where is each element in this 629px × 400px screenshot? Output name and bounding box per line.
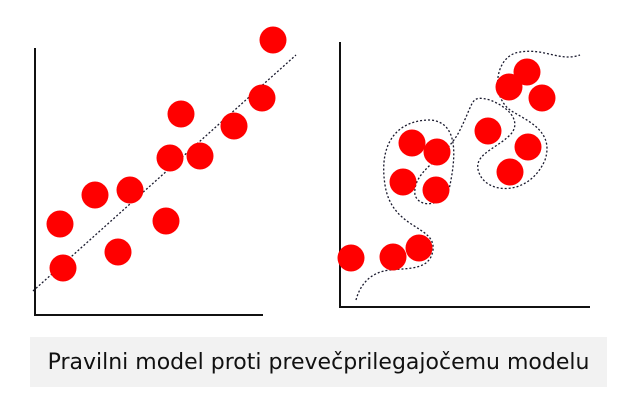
data-point: [398, 129, 426, 157]
data-point: [514, 133, 542, 161]
data-point: [220, 112, 248, 140]
data-point: [422, 176, 450, 204]
data-point: [167, 100, 195, 128]
caption: Pravilni model proti prevečprilegajočemu…: [30, 337, 607, 387]
data-point: [116, 176, 144, 204]
data-point: [186, 142, 214, 170]
data-point: [474, 117, 502, 145]
data-point: [389, 168, 417, 196]
data-point: [49, 254, 77, 282]
data-point: [104, 238, 132, 266]
data-point: [496, 158, 524, 186]
data-point: [423, 138, 451, 166]
overfit-curve: [355, 50, 581, 301]
data-point: [337, 244, 365, 272]
right-panel: [337, 42, 590, 308]
data-point: [259, 26, 287, 54]
left-panel: [32, 26, 297, 316]
data-point: [46, 210, 74, 238]
data-point: [156, 144, 184, 172]
linear-fit-line: [32, 54, 297, 292]
data-point: [248, 84, 276, 112]
data-point: [405, 234, 433, 262]
data-point: [495, 73, 523, 101]
data-point: [513, 58, 541, 86]
data-point: [528, 84, 556, 112]
data-point: [81, 181, 109, 209]
data-point: [152, 207, 180, 235]
data-point: [379, 243, 407, 271]
